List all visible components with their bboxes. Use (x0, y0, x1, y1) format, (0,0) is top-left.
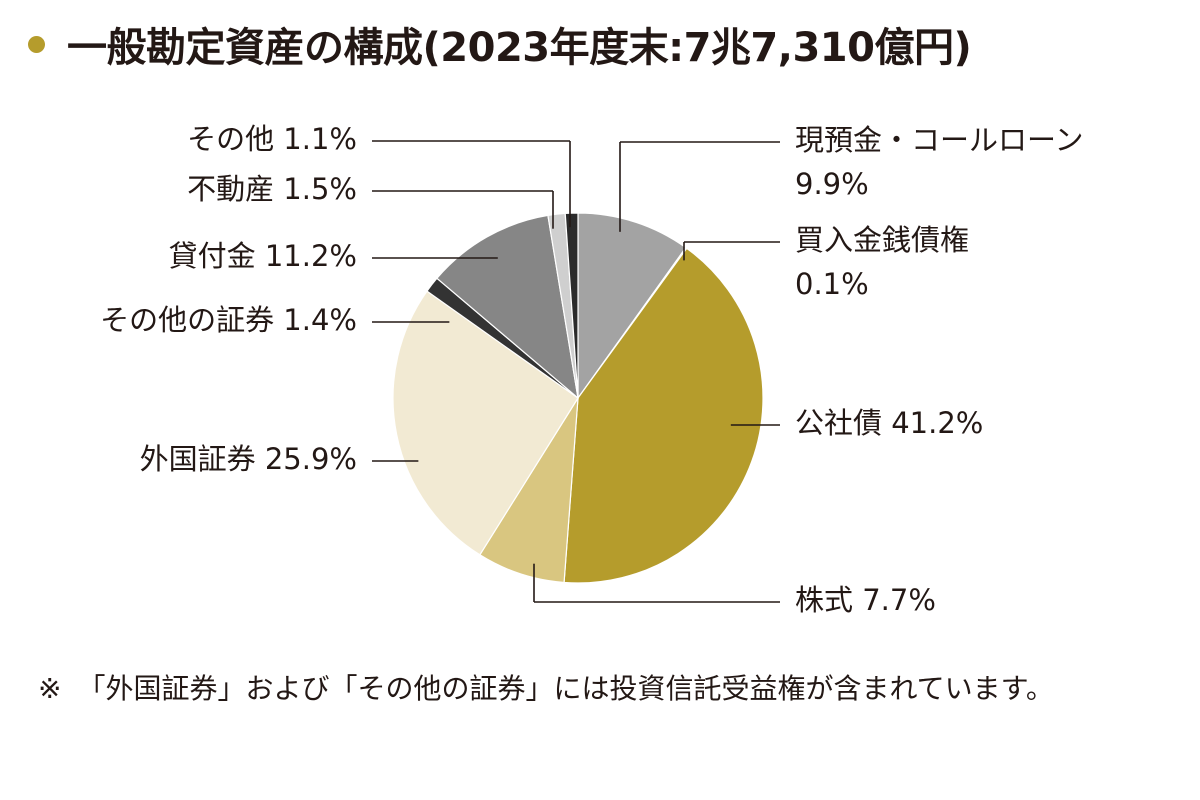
footnote-text: 「外国証券」および「その他の証券」には投資信託受益権が含まれています。 (77, 672, 1054, 705)
pie-slice-1 (577, 212, 687, 400)
page-title: 一般勘定資産の構成(2023年度末:7兆7,310億円) (67, 25, 972, 71)
pie-slice-7 (436, 214, 579, 400)
slice-label-8: 不動産 1.5% (187, 172, 357, 206)
slice-label-5: 外国証券 25.9% (140, 442, 357, 476)
asset-pie-chart: 現預金・コールローン 9.9% 買入金銭債権 0.1% 公社債 41.2% 株式 7.7%… (100, 122, 1083, 617)
footnote-mark: ※ (38, 672, 62, 705)
slice-label-name-2: 買入金銭債権 (795, 223, 969, 257)
pie-slice-3 (563, 247, 764, 584)
slice-label-9: その他 1.1% (187, 122, 357, 156)
pie-slices (392, 212, 764, 584)
footnote: ※ 「外国証券」および「その他の証券」には投資信託受益権が含まれています。 (38, 668, 1168, 710)
slice-label-6: その他の証券 1.4% (100, 303, 357, 337)
leader-lines (372, 140, 780, 603)
slice-label-value-1: 9.9% (795, 167, 869, 201)
pie-slice-9 (564, 212, 579, 399)
slice-label-3: 公社債 41.2% (795, 406, 983, 440)
slice-label-value-2: 0.1% (795, 267, 869, 301)
title-row: 一般勘定資産の構成(2023年度末:7兆7,310億円) (28, 14, 972, 74)
slice-label-7: 貸付金 11.2% (169, 239, 357, 273)
slice-label-name-1: 現預金・コールローン (795, 123, 1084, 157)
slice-labels: 現預金・コールローン 9.9% 買入金銭債権 0.1% 公社債 41.2% 株式 7.7%… (100, 122, 1083, 617)
slice-label-4: 株式 7.7% (795, 583, 936, 617)
title-bullet-icon (28, 35, 45, 53)
